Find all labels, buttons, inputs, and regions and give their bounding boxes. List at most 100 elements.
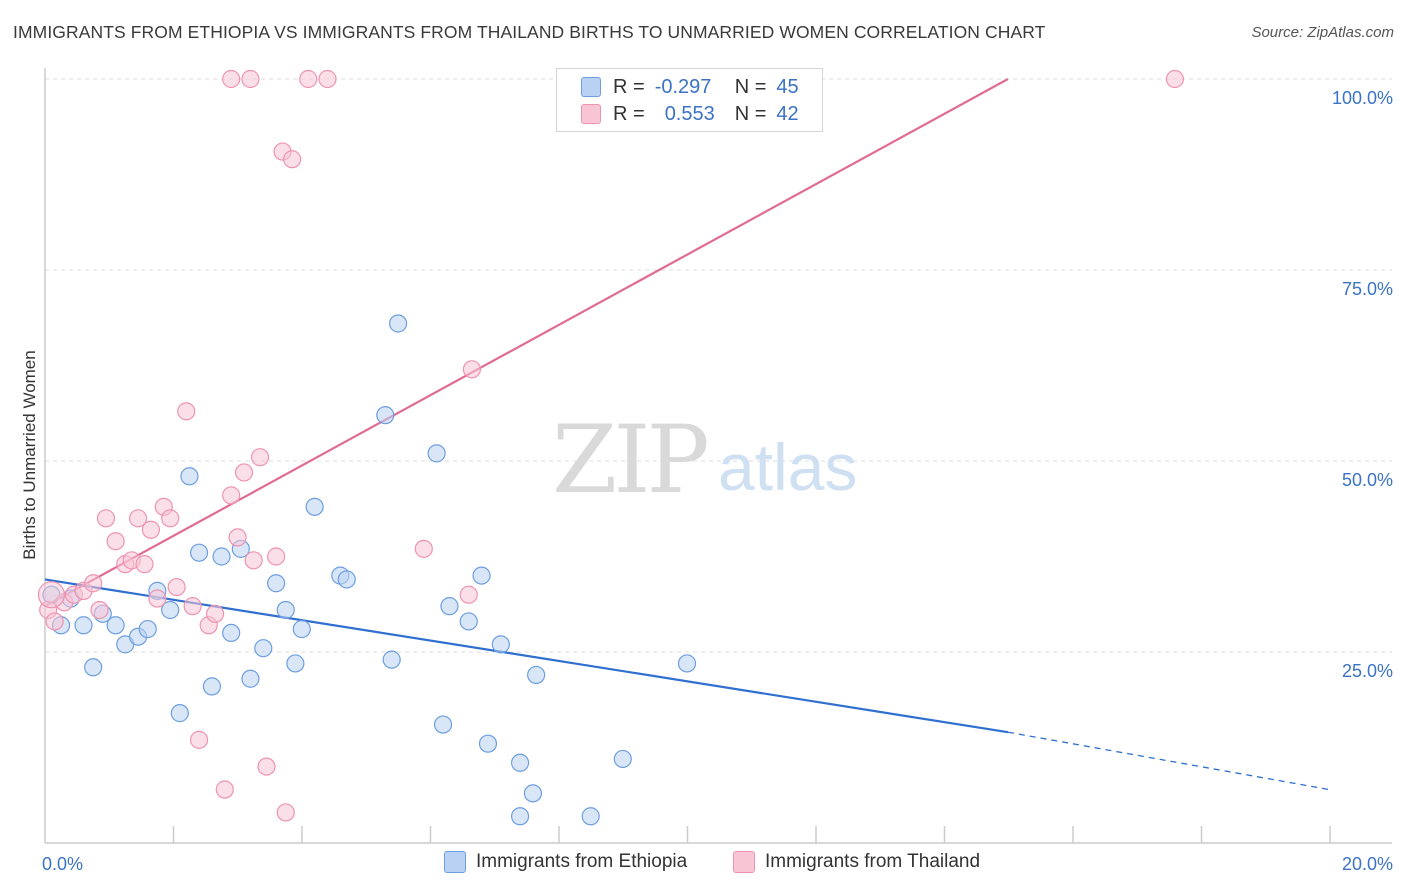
thailand-point (228, 528, 247, 547)
ethiopia-point (527, 665, 546, 685)
legend-r-value-thailand: 0.553 (664, 102, 715, 125)
thailand-trend-line (44, 78, 1009, 608)
legend-r-value-ethiopia: -0.297 (654, 75, 712, 98)
thailand-point (459, 585, 478, 604)
ethiopia-trend-line (44, 578, 1009, 734)
thailand-point (106, 532, 125, 551)
legend-row-thailand: R = 0.553 N = 42 (581, 101, 799, 127)
thailand-point (1165, 69, 1185, 89)
watermark-zip: ZIP (552, 406, 706, 515)
ethiopia-point (305, 497, 324, 516)
ethiopia-point (376, 406, 395, 425)
thailand-point (276, 803, 295, 822)
thailand-point (128, 509, 148, 528)
thailand-point (177, 402, 196, 421)
ethiopia-point (180, 467, 199, 486)
chart-title: IMMIGRANTS FROM ETHIOPIA VS IMMIGRANTS F… (13, 22, 1046, 42)
ethiopia-point (472, 566, 491, 585)
legend-n-label: N = (734, 75, 767, 98)
ethiopia-point (254, 639, 273, 658)
thailand-point (241, 69, 260, 89)
thailand-point (206, 604, 225, 623)
ethiopia-point (84, 658, 103, 677)
thailand-point (244, 551, 263, 570)
ethiopia-point (510, 807, 530, 826)
thailand-point (183, 597, 202, 616)
legend-n-label: N = (734, 102, 767, 125)
ethiopia-point (427, 444, 446, 463)
ethiopia-point (389, 314, 408, 333)
ethiopia-point (510, 753, 530, 772)
legend-row-ethiopia: R = -0.297 N = 45 (581, 74, 799, 100)
bottom-legend-label-ethiopia: Immigrants from Ethiopia (476, 851, 688, 872)
bottom-legend-label-thailand: Immigrants from Thailand (765, 851, 981, 872)
ethiopia-point (613, 749, 632, 769)
data-points (37, 69, 1185, 826)
ethiopia-point (222, 623, 241, 643)
axes (44, 68, 1392, 844)
thailand-point (96, 509, 116, 528)
thailand-swatch (581, 104, 601, 124)
thailand-point (189, 730, 209, 749)
watermark: ZIP atlas (552, 406, 857, 515)
ethiopia-swatch (581, 77, 601, 97)
y-tick-label: 100.0% (1332, 88, 1393, 108)
ethiopia-point (189, 543, 209, 562)
tick-labels: 25.0% 50.0% 75.0% 100.0% 0.0% 20.0% (42, 88, 1393, 874)
thailand-point (167, 577, 186, 597)
ethiopia-point (581, 807, 600, 826)
ethiopia-point (677, 654, 697, 673)
bottom-legend-ethiopia: Immigrants from Ethiopia (444, 851, 687, 873)
ethiopia-point (337, 570, 356, 589)
thailand-point (37, 581, 66, 609)
thailand-point (84, 574, 103, 593)
ethiopia-point (478, 734, 498, 753)
thailand-point (267, 547, 286, 566)
thailand-point (90, 600, 109, 620)
ethiopia-swatch (444, 851, 466, 873)
x-tick-label: 0.0% (42, 854, 83, 874)
ethiopia-point (459, 612, 478, 631)
thailand-point (462, 360, 482, 379)
legend-n-value-ethiopia: 45 (776, 75, 799, 98)
thailand-point (250, 448, 270, 467)
thailand-point (45, 612, 64, 631)
y-tick-label: 50.0% (1342, 470, 1393, 490)
thailand-point (318, 69, 337, 89)
thailand-point (299, 69, 318, 89)
ethiopia-point (433, 715, 453, 734)
ethiopia-point (491, 635, 510, 654)
ethiopia-point (202, 677, 222, 696)
trend-lines (44, 78, 1330, 791)
legend-n-value-thailand: 42 (776, 102, 799, 125)
ethiopia-point (286, 654, 305, 673)
thailand-point (148, 589, 167, 608)
ethiopia-point (523, 784, 543, 803)
legend-r-label: R = (613, 102, 645, 125)
thailand-swatch (733, 851, 755, 873)
y-tick-label: 25.0% (1342, 661, 1393, 681)
ethiopia-point (161, 600, 180, 620)
thailand-point (222, 69, 241, 89)
thailand-point (414, 539, 433, 558)
ethiopia-point (292, 619, 311, 639)
ethiopia-point (212, 547, 231, 566)
watermark-atlas: atlas (718, 430, 857, 504)
y-axis-label: Births to Unmarried Women (20, 350, 39, 559)
ethiopia-point (276, 600, 295, 620)
y-tick-label: 75.0% (1342, 279, 1393, 299)
thailand-point (141, 520, 161, 539)
ethiopia-point (106, 616, 125, 635)
ethiopia-point (440, 597, 459, 616)
bottom-legend-thailand: Immigrants from Thailand (733, 851, 980, 873)
ethiopia-point (382, 650, 401, 669)
ethiopia-point (138, 619, 157, 639)
thailand-point (222, 486, 241, 505)
ethiopia-point (74, 616, 93, 635)
correlation-legend: R = -0.297 N = 45 R = 0.553 N = 42 (556, 68, 823, 132)
thailand-point (135, 555, 154, 574)
ethiopia-point (241, 669, 260, 688)
thailand-point (234, 463, 254, 482)
thailand-point (283, 150, 302, 169)
